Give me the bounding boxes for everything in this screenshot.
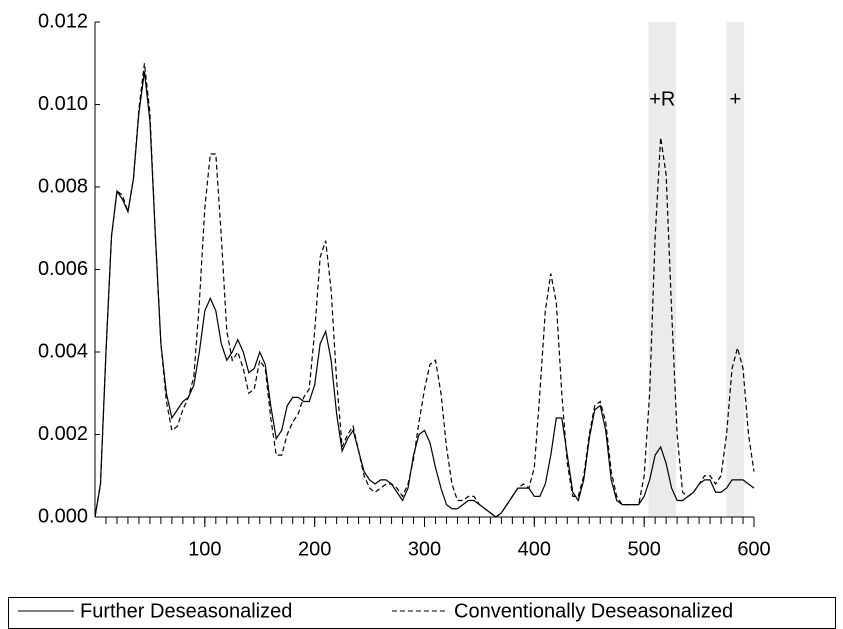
- y-tick-label: 0.012: [38, 10, 88, 32]
- x-tick-label: 100: [188, 538, 221, 560]
- x-tick-label: 200: [298, 538, 331, 560]
- y-tick-label: 0.002: [38, 423, 88, 445]
- region-label: +R: [649, 88, 675, 110]
- x-tick-label: 400: [518, 538, 551, 560]
- y-tick-label: 0.000: [38, 505, 88, 527]
- x-tick-label: 300: [408, 538, 441, 560]
- y-tick-label: 0.004: [38, 340, 88, 362]
- x-tick-label: 500: [627, 538, 660, 560]
- series-line: [94, 71, 755, 518]
- x-tick-label: 600: [737, 538, 770, 560]
- legend-label: Further Deseasonalized: [80, 600, 292, 622]
- series-line: [94, 63, 755, 518]
- y-tick-label: 0.008: [38, 175, 88, 197]
- legend-label: Conventionally Deseasonalized: [454, 600, 733, 622]
- y-tick-label: 0.006: [38, 258, 88, 280]
- shaded-region: [726, 22, 745, 517]
- shaded-region: [648, 22, 677, 517]
- y-tick-label: 0.010: [38, 93, 88, 115]
- region-label: +: [729, 88, 741, 110]
